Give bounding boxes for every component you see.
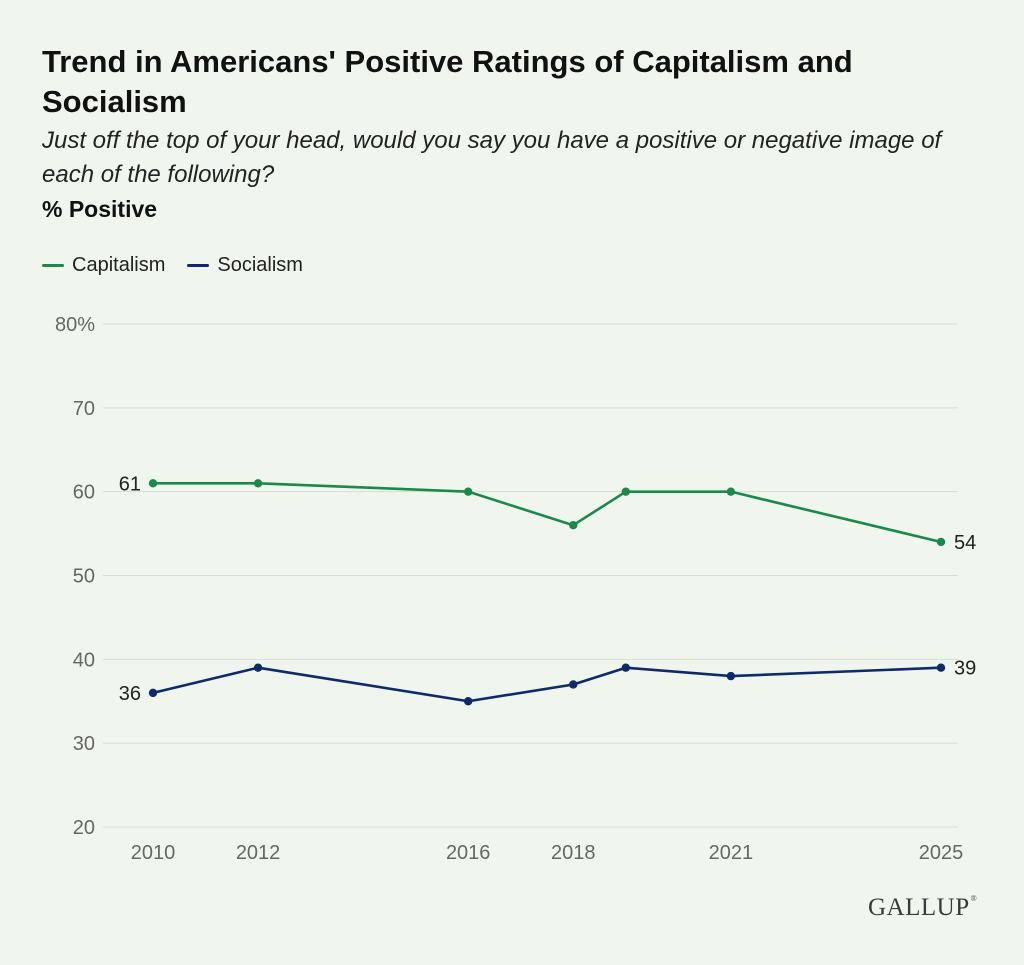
legend-swatch-capitalism bbox=[42, 264, 64, 267]
socialism-point bbox=[621, 663, 630, 672]
socialism-start-label: 36 bbox=[119, 683, 141, 705]
series-layer bbox=[148, 479, 946, 706]
y-tick-label: 20 bbox=[73, 817, 95, 839]
socialism-point bbox=[464, 697, 473, 706]
socialism-point bbox=[148, 688, 158, 698]
capitalism-point bbox=[148, 479, 158, 488]
y-tick-label: 50 bbox=[73, 566, 95, 588]
socialism-line bbox=[151, 666, 943, 703]
capitalism-end-label: 54 bbox=[954, 532, 976, 554]
gallup-logo: GALLUP® bbox=[868, 894, 977, 922]
socialism-end-label: 39 bbox=[954, 658, 976, 680]
x-tick-label: 2016 bbox=[446, 842, 491, 864]
chart-legend: Capitalism Socialism bbox=[42, 254, 325, 277]
x-tick-label: 2021 bbox=[709, 842, 754, 864]
x-axis-ticks: 2010 2012 2016 2018 2021 2025 bbox=[131, 842, 964, 864]
legend-label-socialism: Socialism bbox=[217, 254, 303, 276]
y-tick-label: 70 bbox=[73, 398, 95, 420]
legend-swatch-socialism bbox=[187, 264, 210, 267]
x-tick-label: 2018 bbox=[551, 842, 596, 864]
chart-subtitle: Just off the top of your head, would you… bbox=[42, 127, 942, 188]
x-tick-label: 2010 bbox=[131, 842, 176, 864]
measure-label: % Positive bbox=[42, 196, 158, 222]
x-tick-label: 2012 bbox=[236, 842, 281, 864]
legend-item-socialism: Socialism bbox=[187, 254, 303, 277]
capitalism-point bbox=[253, 479, 263, 488]
legend-item-capitalism: Capitalism bbox=[42, 254, 165, 277]
capitalism-point bbox=[726, 487, 736, 496]
capitalism-point bbox=[621, 487, 630, 496]
data-labels: 61 54 36 39 bbox=[119, 473, 977, 705]
capitalism-point bbox=[569, 521, 578, 530]
y-tick-label: 80% bbox=[55, 314, 95, 336]
y-tick-label: 40 bbox=[73, 649, 95, 671]
socialism-point bbox=[569, 680, 578, 689]
y-axis-ticks: 80% 70 60 50 40 30 20 bbox=[55, 314, 95, 839]
gallup-logo-mark: ® bbox=[970, 894, 978, 903]
x-tick-label: 2025 bbox=[919, 842, 964, 864]
y-tick-label: 60 bbox=[73, 482, 95, 504]
capitalism-start-label: 61 bbox=[119, 473, 141, 495]
capitalism-point bbox=[464, 487, 473, 496]
legend-label-capitalism: Capitalism bbox=[72, 254, 166, 276]
socialism-point bbox=[936, 663, 946, 672]
chart-title: Trend in Americans' Positive Ratings of … bbox=[42, 44, 853, 119]
grid-layer bbox=[103, 323, 958, 828]
capitalism-point bbox=[936, 537, 946, 547]
gallup-logo-text: GALLUP bbox=[868, 894, 970, 921]
y-tick-label: 30 bbox=[73, 733, 95, 755]
socialism-point bbox=[726, 671, 736, 681]
socialism-point bbox=[253, 663, 263, 672]
